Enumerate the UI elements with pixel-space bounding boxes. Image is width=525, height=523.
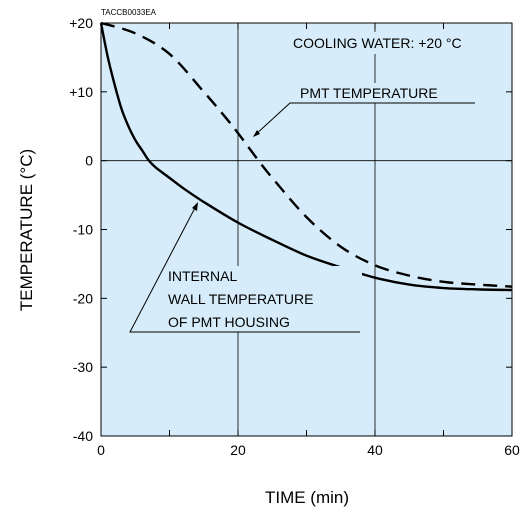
y-tick-label-0: 0	[85, 153, 93, 169]
x-axis-title: TIME (min)	[265, 488, 349, 507]
y-tick-label--30: -30	[73, 359, 93, 375]
pmt-leader-line	[253, 102, 475, 137]
pmt-temperature-line	[100, 21, 513, 288]
wall-leader-arrow	[192, 202, 198, 211]
wall-temperature-line	[99, 22, 513, 292]
y-tick-label-20: +20	[69, 15, 93, 31]
wall-label-line-1: INTERNAL	[168, 268, 237, 284]
y-tick-label--10: -10	[73, 222, 93, 238]
x-tick-label-40: 40	[367, 442, 383, 458]
wall-label-bg	[166, 266, 362, 332]
tick-labels: +20+100-10-20-30-400 20 40 60	[69, 15, 520, 458]
pmt-temperature-label: PMT TEMPERATURE	[300, 85, 438, 101]
figure-code: TACCB0033EA	[101, 8, 157, 17]
x-tick-label-20: 20	[230, 442, 246, 458]
y-axis-title: TEMPERATURE (°C)	[17, 149, 36, 311]
tick-marks	[100, 22, 513, 437]
wall-leader-line	[129, 203, 360, 333]
pmt-leader-arrow	[253, 130, 260, 137]
cooling-label-bg	[288, 32, 510, 54]
y-tick-label-10: +10	[69, 84, 93, 100]
wall-label-line-3: OF PMT HOUSING	[168, 314, 290, 330]
wall-label-line-2: WALL TEMPERATURE	[168, 291, 313, 307]
x-tick-label-0: 0	[97, 442, 105, 458]
pmt-label-bg	[296, 83, 470, 103]
y-tick-label--40: -40	[73, 428, 93, 444]
x-tick-label-60: 60	[504, 442, 520, 458]
series-lines	[99, 21, 513, 292]
cooling-water-label: COOLING WATER: +20 °C	[293, 35, 462, 51]
y-tick-label--20: -20	[73, 290, 93, 306]
plot-frame	[100, 22, 513, 437]
